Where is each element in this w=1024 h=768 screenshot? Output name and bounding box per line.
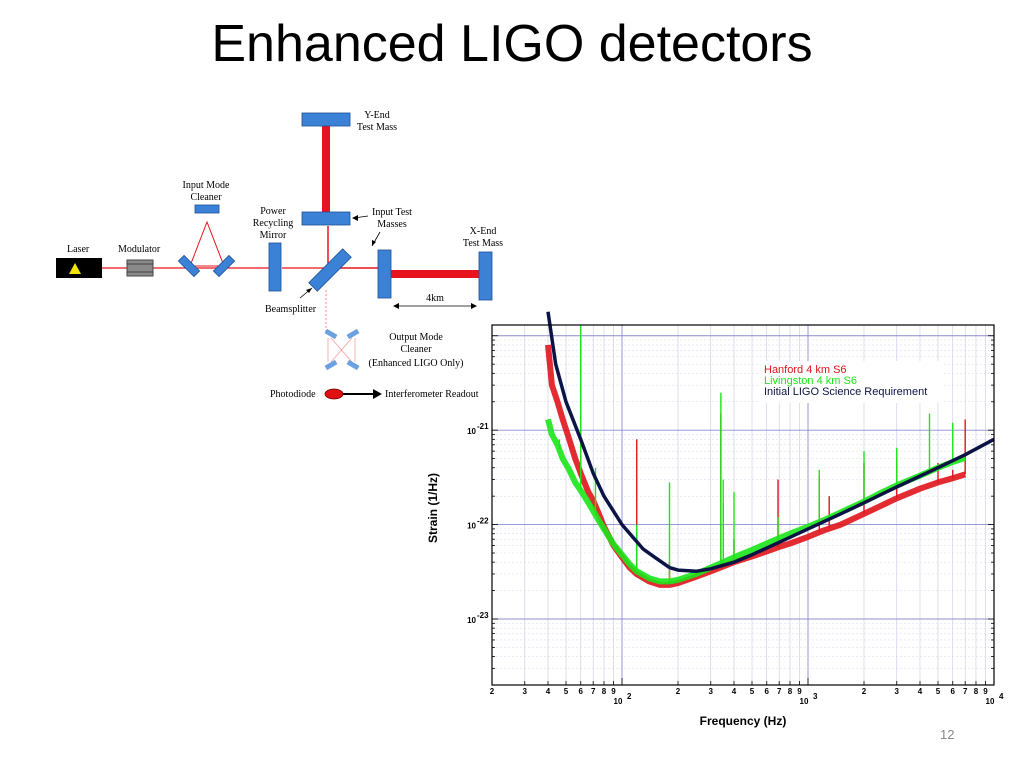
x-tick-label: 4 — [732, 687, 737, 696]
x-tick-label: 6 — [951, 687, 956, 696]
prm-label-line1: Power — [260, 206, 286, 217]
omc-mirror-tr — [346, 328, 360, 340]
imc-label-line1: Input Mode — [183, 180, 231, 191]
arm-length-arrowhead-left — [393, 303, 399, 309]
omc-label-line2: Cleaner — [400, 344, 432, 355]
y-axis-label: Strain (1/Hz) — [426, 473, 440, 543]
x-tick-label-major: 10 — [986, 697, 995, 706]
x-tick-label: 2 — [676, 687, 681, 696]
series-line-requirement — [546, 311, 995, 574]
x-end-label-line1: X-End — [470, 226, 497, 237]
y-tick-label: 10 — [467, 616, 476, 625]
x-tick-label: 3 — [895, 687, 900, 696]
photodiode-label: Photodiode — [270, 389, 316, 400]
omc-beam-b — [330, 337, 353, 363]
legend-entry-1: Livingston 4 km S6 — [764, 375, 857, 387]
slide-title: Enhanced LIGO detectors — [211, 15, 813, 73]
beam-mode-cleaner-path — [189, 220, 225, 267]
omc-beam-a — [330, 337, 353, 363]
arm-length-label: 4km — [426, 293, 444, 304]
x-tick-label: 9 — [797, 687, 802, 696]
y-input-test-mass — [301, 211, 351, 226]
imc-label-line2: Cleaner — [190, 192, 222, 203]
x-tick-label: 5 — [936, 687, 941, 696]
omc-mirror-tl — [324, 328, 338, 340]
chart-series-layer — [545, 311, 995, 588]
x-input-test-mass — [377, 249, 392, 299]
power-recycling-mirror — [268, 242, 282, 292]
itm-label-line2: Masses — [377, 219, 407, 230]
x-tick-label: 4 — [546, 687, 551, 696]
y-tick-label: 10 — [467, 522, 476, 531]
y-tick-label-exponent: -23 — [477, 611, 489, 620]
laser-box — [56, 258, 102, 278]
x-axis-label: Frequency (Hz) — [700, 714, 787, 728]
x-tick-label-exponent: 4 — [999, 692, 1004, 701]
itm-label-line1: Input Test — [372, 207, 412, 218]
y-end-label-line2: Test Mass — [357, 122, 397, 133]
plot-frame — [491, 324, 995, 686]
y-tick-label-exponent: -22 — [477, 517, 489, 526]
x-tick-label-exponent: 2 — [627, 692, 632, 701]
imc-left-mirror — [177, 254, 201, 278]
x-end-label-line2: Test Mass — [463, 238, 503, 249]
beamsplitter — [308, 248, 352, 292]
y-end-label-line1: Y-End — [364, 110, 390, 121]
arm-length-arrowhead-right — [471, 303, 477, 309]
x-tick-label: 9 — [611, 687, 616, 696]
x-tick-label: 3 — [523, 687, 528, 696]
imc-top-mirror — [194, 204, 220, 214]
x-tick-label: 7 — [963, 687, 968, 696]
x-tick-label: 3 — [709, 687, 714, 696]
legend-box — [758, 361, 944, 403]
modulator-label: Modulator — [118, 244, 161, 255]
y-end-test-mass — [301, 112, 351, 127]
x-tick-label: 8 — [602, 687, 607, 696]
omc-mirror-br — [346, 359, 360, 371]
x-tick-label: 5 — [750, 687, 755, 696]
x-tick-label: 6 — [579, 687, 584, 696]
legend-entry-0: Hanford 4 km S6 — [764, 364, 847, 376]
beamsplitter-label: Beamsplitter — [265, 304, 317, 315]
laser-warning-icon — [69, 263, 81, 274]
x-tick-label: 4 — [918, 687, 923, 696]
beamsplitter-arrowhead — [306, 288, 312, 293]
imc-right-mirror — [212, 254, 236, 278]
x-end-test-mass — [478, 251, 493, 301]
slide-number: 12 — [940, 727, 955, 742]
x-tick-label: 5 — [564, 687, 569, 696]
x-tick-label: 2 — [862, 687, 867, 696]
laser-label: Laser — [67, 244, 90, 255]
readout-label: Interferometer Readout — [385, 389, 479, 400]
y-tick-label: 10 — [467, 427, 476, 436]
y-tick-label-exponent: -21 — [477, 422, 489, 431]
beam-y-arm — [322, 126, 330, 212]
prm-label-line2: Recycling — [253, 218, 294, 229]
x-tick-label: 7 — [591, 687, 596, 696]
readout-arrowhead — [373, 389, 382, 399]
x-tick-label: 8 — [974, 687, 979, 696]
x-tick-label-major: 10 — [800, 697, 809, 706]
itm-arrowhead — [372, 240, 376, 246]
x-tick-label: 7 — [777, 687, 782, 696]
x-tick-label: 6 — [765, 687, 770, 696]
beam-x-arm — [388, 270, 480, 278]
x-tick-label: 2 — [490, 687, 495, 696]
interferometer-diagram: Laser Modulator Input Mode Cleaner Power… — [56, 110, 503, 400]
x-tick-label-exponent: 3 — [813, 692, 818, 701]
legend-entry-2: Initial LIGO Science Requirement — [764, 386, 927, 398]
omc-mirror-bl — [324, 359, 338, 371]
x-tick-label: 8 — [788, 687, 793, 696]
x-tick-label-major: 10 — [614, 697, 623, 706]
omc-label-line1: Output Mode — [389, 332, 443, 343]
x-tick-label: 9 — [983, 687, 988, 696]
omc-label-line3: (Enhanced LIGO Only) — [369, 358, 464, 369]
itm-arrowhead-y — [352, 215, 358, 221]
prm-label-line3: Mirror — [260, 230, 287, 241]
chart-tick-labels: 2 3 4 5 6 7 8 9 2 3 4 5 6 7 8 9 2 3 4 5 6 7 8 910210310410-2110… — [467, 422, 1004, 706]
